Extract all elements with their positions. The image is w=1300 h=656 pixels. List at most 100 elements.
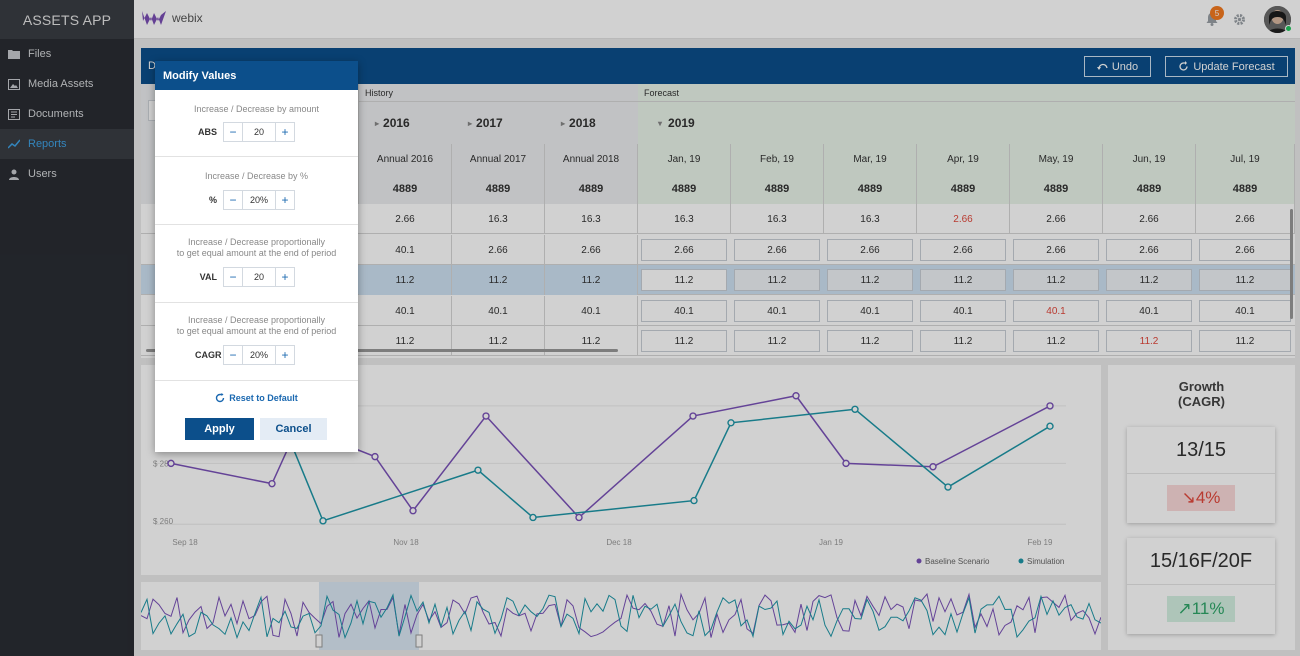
vertical-scrollbar[interactable] <box>1290 209 1293 319</box>
editable-cell[interactable]: 2.66 <box>827 239 913 261</box>
expand-icon[interactable]: ▸ <box>375 118 380 128</box>
editable-cell[interactable]: 11.2 <box>1013 330 1099 352</box>
editable-cell[interactable]: 40.1 <box>1199 300 1291 322</box>
table-cell[interactable]: 2.66 <box>359 204 452 234</box>
expand-icon[interactable]: ▸ <box>468 118 473 128</box>
table-cell[interactable]: 16.3 <box>824 204 917 234</box>
undo-button[interactable]: Undo <box>1084 56 1151 77</box>
editable-cell[interactable]: 40.1 <box>734 300 820 322</box>
plus-button[interactable]: + <box>281 348 289 362</box>
data-point[interactable] <box>268 479 276 488</box>
data-point[interactable] <box>371 452 379 461</box>
abs-input[interactable]: 20 <box>242 123 276 141</box>
update-forecast-button[interactable]: Update Forecast <box>1165 56 1288 77</box>
plus-button[interactable]: + <box>281 125 289 139</box>
table-cell[interactable]: 16.3 <box>452 204 545 234</box>
data-point[interactable] <box>944 483 952 491</box>
sidebar-item-files[interactable]: Files <box>0 39 134 69</box>
data-point[interactable] <box>1046 402 1054 410</box>
apply-button[interactable]: Apply <box>185 418 254 440</box>
table-cell[interactable]: 11.2 <box>545 326 638 356</box>
editable-cell[interactable]: 11.2 <box>920 269 1006 291</box>
percent-input[interactable]: 20% <box>242 191 276 209</box>
data-point[interactable] <box>842 459 850 468</box>
data-point[interactable] <box>482 412 490 420</box>
table-cell[interactable]: 2.66 <box>452 235 545 265</box>
year-header[interactable]: ▸ 2017 <box>452 102 545 144</box>
editable-cell[interactable]: 11.2 <box>1106 269 1192 291</box>
table-cell[interactable]: 40.1 <box>359 235 452 265</box>
editable-cell[interactable]: 2.66 <box>920 239 1006 261</box>
sidebar-item-users[interactable]: Users <box>0 159 134 189</box>
table-cell[interactable]: 11.2 <box>452 265 545 295</box>
data-point[interactable] <box>1046 422 1054 430</box>
gear-icon[interactable] <box>1233 13 1246 26</box>
table-cell[interactable]: 11.2 <box>359 326 452 356</box>
editable-cell[interactable]: 11.2 <box>827 330 913 352</box>
data-point[interactable] <box>929 463 937 471</box>
sidebar-item-documents[interactable]: Documents <box>0 99 134 129</box>
avatar[interactable] <box>1264 6 1291 33</box>
minus-button[interactable]: − <box>229 270 237 284</box>
plus-button[interactable]: + <box>281 193 289 207</box>
editable-cell[interactable]: 40.1 <box>1106 300 1192 322</box>
val-input[interactable]: 20 <box>242 268 276 286</box>
data-point[interactable] <box>474 466 482 474</box>
data-point[interactable] <box>690 496 698 505</box>
editable-cell[interactable]: 11.2 <box>1199 269 1291 291</box>
data-point[interactable] <box>727 419 735 427</box>
sidebar-item-media-assets[interactable]: Media Assets <box>0 69 134 99</box>
table-cell[interactable]: 16.3 <box>545 204 638 234</box>
reset-to-default-link[interactable]: Reset to Default <box>155 393 358 403</box>
collapse-icon[interactable]: ▾ <box>658 118 663 128</box>
range-chart[interactable] <box>140 582 1102 650</box>
table-cell[interactable]: 40.1 <box>545 296 638 326</box>
data-point[interactable] <box>689 412 697 420</box>
range-handle[interactable] <box>315 634 323 648</box>
data-point[interactable] <box>575 513 583 522</box>
table-cell[interactable]: 16.3 <box>731 204 824 234</box>
minus-button[interactable]: − <box>229 348 237 362</box>
table-cell[interactable]: 40.1 <box>359 296 452 326</box>
table-cell[interactable]: 16.3 <box>638 204 731 234</box>
year-header[interactable]: ▸ 2018 <box>545 102 638 144</box>
editable-cell[interactable]: 40.1 <box>827 300 913 322</box>
editable-cell[interactable]: 2.66 <box>641 239 727 261</box>
year-header[interactable]: ▸ 2016 <box>359 102 452 144</box>
editable-cell[interactable]: 2.66 <box>1013 239 1099 261</box>
horizontal-scrollbar[interactable] <box>146 349 618 352</box>
editable-cell[interactable]: 40.1 <box>920 300 1006 322</box>
table-cell[interactable]: 40.1 <box>452 296 545 326</box>
table-cell[interactable]: 11.2 <box>545 265 638 295</box>
minus-button[interactable]: − <box>229 193 237 207</box>
data-point[interactable] <box>319 517 327 525</box>
table-cell[interactable]: 2.66 <box>545 235 638 265</box>
data-point[interactable] <box>792 392 800 400</box>
table-cell[interactable]: 2.66 <box>1103 204 1196 234</box>
table-cell[interactable]: 11.2 <box>359 265 452 295</box>
editable-cell[interactable]: 11.2 <box>1106 330 1192 352</box>
table-cell[interactable]: 2.66 <box>917 204 1010 234</box>
table-cell[interactable]: 2.66 <box>1196 204 1295 234</box>
cancel-button[interactable]: Cancel <box>260 418 327 440</box>
year-header[interactable]: ▾ 2019 <box>638 102 1295 144</box>
editable-cell[interactable]: 2.66 <box>1106 239 1192 261</box>
editable-cell[interactable]: 11.2 <box>1199 330 1291 352</box>
editable-cell[interactable]: 11.2 <box>920 330 1006 352</box>
editable-cell[interactable]: 11.2 <box>734 269 820 291</box>
expand-icon[interactable]: ▸ <box>561 118 566 128</box>
editable-cell[interactable]: 40.1 <box>1013 300 1099 322</box>
editable-cell[interactable]: 40.1 <box>641 300 727 322</box>
editable-cell[interactable]: 2.66 <box>1199 239 1291 261</box>
plus-button[interactable]: + <box>281 270 289 284</box>
editable-cell[interactable]: 11.2 <box>641 269 727 291</box>
range-selection[interactable] <box>319 582 419 650</box>
editable-cell[interactable]: 11.2 <box>734 330 820 352</box>
data-point[interactable] <box>851 405 859 413</box>
table-cell[interactable]: 11.2 <box>452 326 545 356</box>
editable-cell[interactable]: 11.2 <box>641 330 727 352</box>
data-point[interactable] <box>529 513 537 522</box>
editable-cell[interactable]: 2.66 <box>734 239 820 261</box>
data-point[interactable] <box>409 507 417 515</box>
table-cell[interactable]: 2.66 <box>1010 204 1103 234</box>
